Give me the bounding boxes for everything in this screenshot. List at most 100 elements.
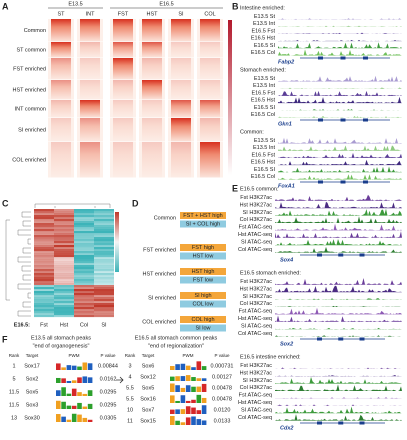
heatmap-cell: [74, 261, 94, 264]
track-signal: [275, 307, 402, 315]
motif-letter: [87, 363, 93, 370]
heatmap-cell: [34, 269, 54, 272]
gene-name: Fabp2: [278, 59, 294, 65]
track-label: Hst H3K27ac: [240, 286, 273, 292]
dendrogram: [22, 247, 31, 254]
heatmap-cell: [94, 253, 114, 256]
group-label: Common: [154, 215, 176, 221]
track-label: E13.5 St: [254, 14, 276, 20]
heatmap-cell: [94, 219, 114, 222]
heatmap-cell: [34, 297, 54, 300]
motif-letter: [87, 419, 93, 422]
heatmap-cell: [94, 271, 114, 274]
motif-letter: [56, 400, 61, 409]
heatmap-cell: [94, 269, 114, 272]
heatmap-cell: [54, 233, 74, 236]
heatmap-cell: [94, 249, 114, 252]
p-value: 0.0162: [100, 376, 117, 382]
track-signal: [278, 42, 402, 49]
motif-letter: [191, 399, 196, 403]
heatmap-cell: [34, 263, 54, 266]
target: Sox2: [26, 376, 39, 382]
track-label: E16.5 SI: [254, 167, 276, 173]
heatmap-cell: [74, 281, 94, 284]
motif-letter: [180, 422, 186, 425]
section-title: Common:: [240, 129, 264, 135]
p-value: 0.0133: [214, 418, 231, 424]
gene-name: Sox2: [280, 341, 293, 347]
heatmap-cell: [34, 287, 54, 290]
track-signal: [275, 231, 402, 238]
dendrogram: [22, 274, 31, 281]
heatmap-cell: [34, 217, 54, 220]
gene-name: Cdx2: [280, 425, 293, 431]
motif-letter: [66, 405, 72, 409]
heatmap-cell: [74, 253, 94, 256]
exon: [338, 253, 344, 257]
heatmap-cell: [94, 303, 114, 306]
dendrogram: [17, 229, 31, 236]
heatmap-cell: [54, 237, 74, 240]
exon: [359, 421, 365, 425]
rank: 11.5: [9, 402, 19, 408]
heatmap-cell: [54, 231, 74, 234]
motif-letter: [201, 397, 207, 403]
heatmap-cell: [54, 309, 74, 312]
heatmap-signal: [51, 142, 71, 178]
heatmap-cell: [74, 305, 94, 308]
motif-letter: [77, 402, 82, 409]
heatmap-cell: [34, 277, 54, 280]
heatmap-cell: [74, 221, 94, 224]
heatmap-cell: [54, 285, 74, 288]
track-label: Hst H3K27ac: [240, 202, 273, 208]
dendrogram: [22, 220, 31, 227]
heatmap-cell: [34, 255, 54, 258]
heatmap-cell: [94, 309, 114, 312]
track-signal: [278, 18, 402, 20]
heatmap-cell: [34, 227, 54, 230]
heatmap-cell: [54, 313, 74, 316]
track-label: Hst ATAC-seq: [238, 232, 272, 238]
track-signal: [275, 404, 402, 406]
track-signal: [275, 201, 402, 209]
heatmap-signal: [200, 142, 220, 178]
dendrogram: [17, 256, 31, 263]
group-label: COL enriched: [142, 319, 176, 325]
motif-letter: [201, 383, 207, 392]
heatmap-cell: [74, 285, 94, 288]
heatmap-cell: [34, 211, 54, 214]
heatmap-cell: [94, 257, 114, 260]
motif-letter: [201, 378, 207, 381]
heatmap-cell: [74, 295, 94, 298]
heatmap-cell: [94, 305, 114, 308]
motif-letter: [170, 409, 175, 414]
track-label: Hst H3K27ac: [240, 370, 273, 376]
motif-letter: [82, 417, 88, 422]
target: Sox30: [24, 415, 40, 421]
motif-letter: [66, 380, 72, 383]
dendrogram: [21, 265, 31, 272]
heatmap-cell: [34, 309, 54, 312]
rank: 1: [12, 363, 15, 369]
track-label: Col H3K27ac: [240, 385, 273, 391]
motif-letter: [191, 367, 196, 370]
motif-letter: [175, 409, 180, 414]
motif-letter: [82, 362, 88, 370]
motif-letter: [180, 363, 186, 370]
group-header: E16.5: [159, 1, 173, 7]
column-header: Rank: [9, 353, 20, 358]
heatmap-cell: [54, 245, 74, 248]
target: Sox12: [140, 374, 156, 380]
track-signal: [278, 87, 402, 89]
motif-letter: [71, 365, 77, 370]
heatmap-cell: [94, 217, 114, 220]
heatmap-cell: [54, 215, 74, 218]
track-signal: [278, 90, 402, 96]
heatmap-cell: [94, 291, 114, 294]
row-label: SI enriched: [18, 127, 46, 133]
heatmap-cell: [54, 291, 74, 294]
heatmap-cell: [54, 259, 74, 262]
condition-bar: [180, 244, 226, 251]
motif-letter: [185, 365, 191, 370]
heatmap-signal: [51, 19, 71, 42]
